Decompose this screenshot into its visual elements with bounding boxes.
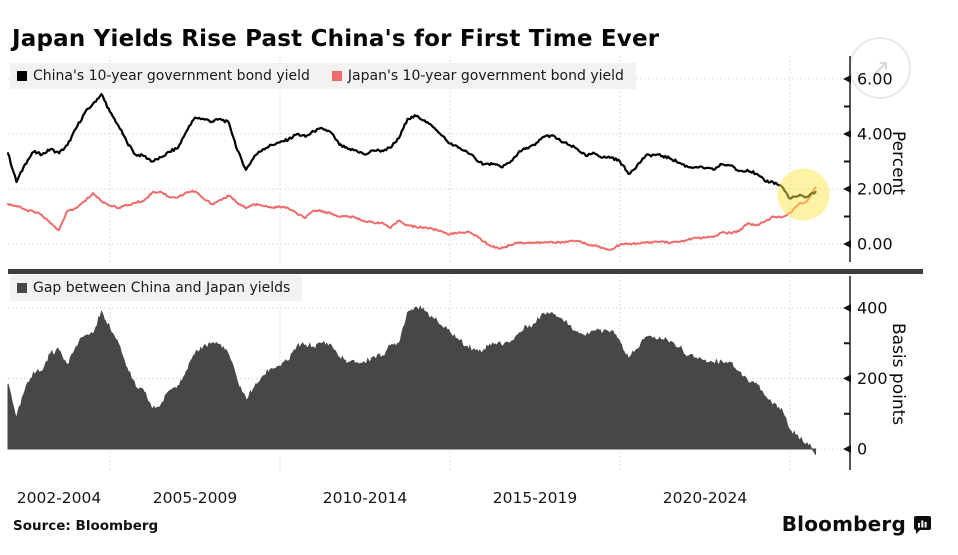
svg-text:2020-2024: 2020-2024 xyxy=(663,489,748,507)
svg-text:6.00: 6.00 xyxy=(857,70,893,89)
japan-series-swatch xyxy=(331,71,342,81)
china-series-swatch xyxy=(17,71,27,81)
legend-label-japan: Japan's 10-year government bond yield xyxy=(347,68,624,84)
svg-text:200: 200 xyxy=(857,369,888,388)
gap-series-swatch xyxy=(17,283,27,293)
page-title: Japan Yields Rise Past China's for First… xyxy=(12,26,660,52)
svg-text:0: 0 xyxy=(857,440,867,459)
svg-text:400: 400 xyxy=(857,299,888,318)
svg-text:2002-2004: 2002-2004 xyxy=(17,489,102,507)
legend-item-gap: Gap between China and Japan yields xyxy=(17,280,290,296)
legend-item-japan: Japan's 10-year government bond yield xyxy=(331,68,624,84)
legend-top: China's 10-year government bond yield Ja… xyxy=(10,63,636,89)
legend-bottom: Gap between China and Japan yields xyxy=(10,275,303,301)
source-attribution: Source: Bloomberg xyxy=(13,518,159,534)
arrow-up-right-icon: ↗ xyxy=(869,54,891,82)
svg-text:2005-2009: 2005-2009 xyxy=(153,489,238,507)
legend-label-china: China's 10-year government bond yield xyxy=(33,68,310,84)
legend-item-china: China's 10-year government bond yield xyxy=(17,68,310,84)
svg-text:2015-2019: 2015-2019 xyxy=(493,489,578,507)
bloomberg-wordmark: Bloomberg xyxy=(781,512,906,536)
bloomberg-logo-icon xyxy=(914,515,931,534)
svg-text:4.00: 4.00 xyxy=(857,125,893,144)
bloomberg-branding: Bloomberg xyxy=(782,512,932,536)
svg-text:2010-2014: 2010-2014 xyxy=(323,489,408,507)
svg-text:2.00: 2.00 xyxy=(857,180,893,199)
legend-label-gap: Gap between China and Japan yields xyxy=(33,280,291,296)
y-axis-label-basis-points: Basis points xyxy=(888,323,908,426)
y-axis-label-percent: Percent xyxy=(888,131,908,195)
svg-text:0.00: 0.00 xyxy=(857,235,893,254)
